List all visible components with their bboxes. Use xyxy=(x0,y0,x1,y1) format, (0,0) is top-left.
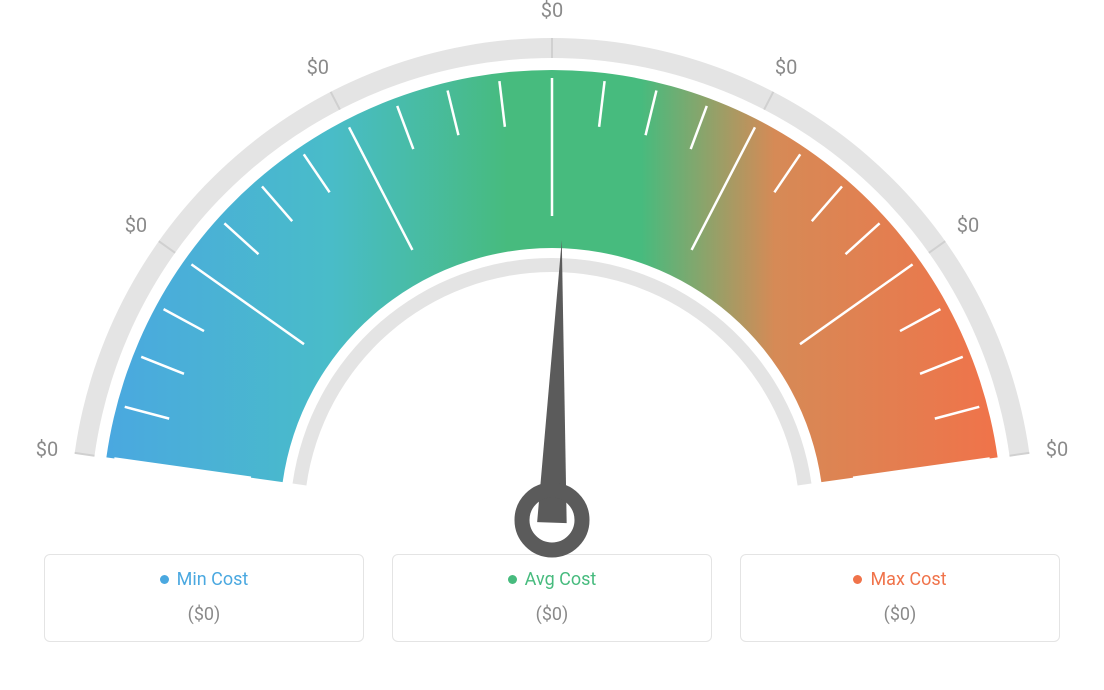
legend-dot-max xyxy=(853,575,862,584)
legend-value-min: ($0) xyxy=(55,604,353,625)
legend-value-max: ($0) xyxy=(751,604,1049,625)
legend-title-avg: Avg Cost xyxy=(403,569,701,590)
gauge-chart-container: $0 $0 $0 $0 $0 $0 $0 Min Cost ($0) Avg Cost ($… xyxy=(0,0,1104,690)
gauge-tick-label: $0 xyxy=(775,55,797,79)
legend-dot-min xyxy=(160,575,169,584)
legend-label-max: Max Cost xyxy=(870,569,946,590)
gauge-tick-label: $0 xyxy=(1046,437,1068,461)
gauge-tick-label: $0 xyxy=(125,213,147,237)
legend-value-avg: ($0) xyxy=(403,604,701,625)
legend-dot-avg xyxy=(508,575,517,584)
gauge-tick-label: $0 xyxy=(541,0,563,22)
gauge-tick-label: $0 xyxy=(36,437,58,461)
gauge-svg xyxy=(0,0,1104,570)
gauge-area: $0 $0 $0 $0 $0 $0 $0 xyxy=(0,0,1104,570)
legend-title-min: Min Cost xyxy=(55,569,353,590)
legend-label-avg: Avg Cost xyxy=(525,569,597,590)
legend-label-min: Min Cost xyxy=(177,569,249,590)
legend-title-max: Max Cost xyxy=(751,569,1049,590)
gauge-tick-label: $0 xyxy=(307,55,329,79)
gauge-tick-label: $0 xyxy=(957,213,979,237)
